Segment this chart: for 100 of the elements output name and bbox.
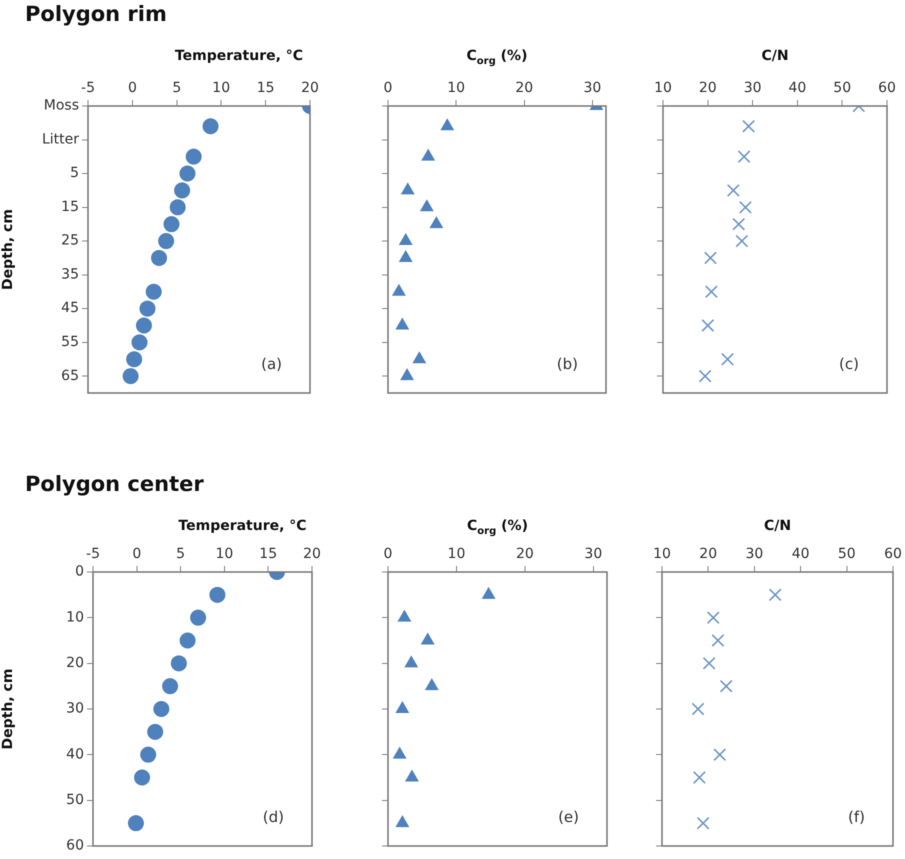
y-tick-label: 55 xyxy=(61,334,79,350)
point xyxy=(163,216,180,232)
x-axis-title: C/N xyxy=(764,518,792,534)
point xyxy=(713,748,726,762)
x-tick-label: 10 xyxy=(654,80,672,96)
x-tick-label: 30 xyxy=(744,80,762,96)
point xyxy=(398,233,413,246)
point xyxy=(162,678,178,694)
x-axis-title: Temperature, °C xyxy=(178,518,307,534)
point xyxy=(768,588,782,602)
point xyxy=(420,199,434,212)
annotation: (e) xyxy=(558,808,579,826)
y-tick-label: 15 xyxy=(61,198,79,215)
point xyxy=(421,148,436,161)
x-tick-label: 40 xyxy=(792,546,810,562)
annotation: (c) xyxy=(839,354,859,373)
point xyxy=(698,370,712,383)
point xyxy=(482,586,496,599)
point xyxy=(738,150,751,164)
point xyxy=(170,655,187,672)
point xyxy=(398,250,413,262)
point xyxy=(126,351,142,368)
y-tick-label: 25 xyxy=(61,232,79,249)
y-tick-label: 45 xyxy=(61,300,79,316)
x-tick-label: 0 xyxy=(384,546,392,562)
x-axis-title: C/N xyxy=(761,48,789,64)
point xyxy=(392,746,407,759)
x-tick-label: 0 xyxy=(132,546,142,562)
point xyxy=(726,184,740,197)
point xyxy=(412,351,426,364)
point xyxy=(742,120,756,133)
annotation: (a) xyxy=(261,354,282,373)
y-tick-label: 20 xyxy=(66,654,84,671)
point xyxy=(170,199,186,216)
point xyxy=(405,770,419,782)
point xyxy=(400,182,415,194)
y-tick-label: 0 xyxy=(75,564,84,580)
point xyxy=(721,352,734,366)
annotation: (b) xyxy=(556,354,578,373)
x-tick-label: 20 xyxy=(515,80,534,96)
point xyxy=(134,770,150,786)
x-tick-label: 20 xyxy=(301,80,319,96)
point xyxy=(404,655,418,668)
y-axis-title: Depth, cm xyxy=(0,668,16,750)
x-tick-label: -5 xyxy=(86,546,100,562)
point xyxy=(202,118,219,134)
y-tick-label: 60 xyxy=(66,838,84,854)
x-tick-label: 10 xyxy=(212,80,230,96)
point xyxy=(132,334,148,350)
x-tick-label: 20 xyxy=(303,546,321,562)
x-tick-label: 60 xyxy=(884,546,902,562)
point xyxy=(706,611,720,624)
x-tick-label: 0 xyxy=(384,80,392,96)
point xyxy=(209,586,226,603)
point xyxy=(190,610,206,626)
point xyxy=(701,319,714,332)
point xyxy=(692,702,704,716)
x-tick-label: 30 xyxy=(745,546,764,562)
point xyxy=(395,701,410,713)
point xyxy=(735,234,748,248)
point xyxy=(395,815,410,828)
y-tick-label: Litter xyxy=(42,131,80,148)
chart-title: Polygon rim xyxy=(25,2,167,26)
point xyxy=(732,218,746,231)
point xyxy=(139,300,156,317)
point xyxy=(136,317,152,334)
point xyxy=(397,610,412,622)
point xyxy=(420,632,435,644)
point xyxy=(179,166,196,182)
point xyxy=(424,678,439,690)
point xyxy=(180,632,196,648)
point xyxy=(151,250,168,266)
point xyxy=(738,200,752,214)
x-tick-label: 10 xyxy=(653,546,671,562)
x-tick-label: 50 xyxy=(833,80,852,96)
point xyxy=(720,680,733,693)
x-tick-label: 0 xyxy=(128,80,137,96)
x-tick-label: -5 xyxy=(81,80,95,96)
y-tick-label: 65 xyxy=(61,368,79,384)
point xyxy=(158,233,174,250)
point xyxy=(186,148,202,165)
point xyxy=(704,285,718,298)
y-tick-label: 30 xyxy=(66,700,84,717)
point xyxy=(400,368,414,380)
point xyxy=(440,118,454,130)
x-tick-label: 10 xyxy=(215,546,234,562)
point xyxy=(704,251,717,264)
x-tick-label: 30 xyxy=(584,546,602,562)
x-tick-label: 30 xyxy=(583,80,602,96)
y-axis-title: Depth, cm xyxy=(0,209,16,290)
y-tick-label: 35 xyxy=(61,266,79,282)
x-tick-label: 15 xyxy=(259,546,278,562)
point xyxy=(702,656,716,670)
x-tick-label: 60 xyxy=(878,80,896,96)
y-tick-label: 50 xyxy=(66,792,84,808)
point xyxy=(711,634,724,647)
x-tick-label: 10 xyxy=(447,80,466,96)
chart-title: Polygon center xyxy=(25,472,204,496)
point xyxy=(429,216,444,228)
x-tick-label: 20 xyxy=(698,80,717,96)
